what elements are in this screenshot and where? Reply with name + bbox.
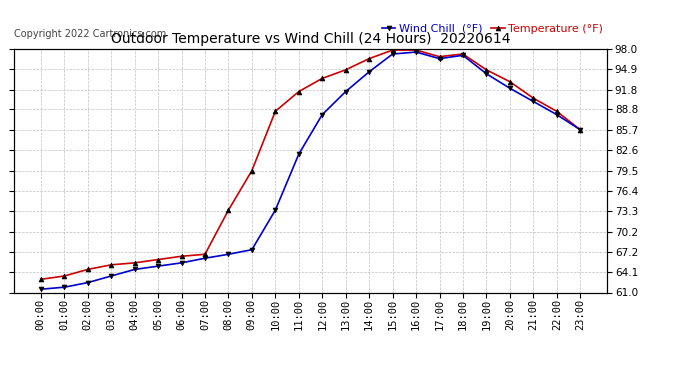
Temperature (°F): [506, 80, 514, 84]
Temperature (°F): [553, 109, 561, 114]
Temperature (°F): [482, 68, 491, 72]
Temperature (°F): [60, 274, 68, 278]
Wind Chill  (°F): [224, 252, 233, 257]
Temperature (°F): [130, 261, 139, 265]
Temperature (°F): [365, 56, 373, 61]
Wind Chill  (°F): [177, 261, 186, 265]
Temperature (°F): [177, 254, 186, 258]
Wind Chill  (°F): [154, 264, 162, 268]
Temperature (°F): [224, 208, 233, 212]
Temperature (°F): [295, 89, 303, 94]
Temperature (°F): [107, 262, 115, 267]
Wind Chill  (°F): [248, 248, 256, 252]
Wind Chill  (°F): [60, 285, 68, 290]
Wind Chill  (°F): [388, 52, 397, 56]
Temperature (°F): [271, 109, 279, 114]
Line: Wind Chill  (°F): Wind Chill (°F): [39, 50, 582, 292]
Temperature (°F): [342, 68, 350, 72]
Temperature (°F): [459, 52, 467, 56]
Wind Chill  (°F): [83, 280, 92, 285]
Temperature (°F): [154, 257, 162, 262]
Temperature (°F): [83, 267, 92, 272]
Wind Chill  (°F): [365, 69, 373, 74]
Temperature (°F): [529, 96, 538, 100]
Text: Copyright 2022 Cartronics.com: Copyright 2022 Cartronics.com: [14, 29, 166, 39]
Wind Chill  (°F): [553, 112, 561, 117]
Wind Chill  (°F): [459, 53, 467, 58]
Wind Chill  (°F): [506, 86, 514, 90]
Wind Chill  (°F): [529, 99, 538, 104]
Temperature (°F): [37, 277, 45, 282]
Temperature (°F): [318, 76, 326, 81]
Wind Chill  (°F): [412, 50, 420, 54]
Temperature (°F): [412, 48, 420, 52]
Wind Chill  (°F): [482, 72, 491, 76]
Wind Chill  (°F): [107, 274, 115, 278]
Wind Chill  (°F): [130, 267, 139, 272]
Wind Chill  (°F): [435, 56, 444, 61]
Temperature (°F): [201, 252, 209, 257]
Wind Chill  (°F): [318, 112, 326, 117]
Temperature (°F): [388, 48, 397, 52]
Title: Outdoor Temperature vs Wind Chill (24 Hours)  20220614: Outdoor Temperature vs Wind Chill (24 Ho…: [111, 32, 510, 46]
Line: Temperature (°F): Temperature (°F): [39, 48, 582, 282]
Wind Chill  (°F): [576, 128, 584, 132]
Legend: Wind Chill  (°F), Temperature (°F): Wind Chill (°F), Temperature (°F): [377, 20, 607, 38]
Temperature (°F): [576, 128, 584, 132]
Temperature (°F): [435, 54, 444, 59]
Wind Chill  (°F): [201, 256, 209, 261]
Wind Chill  (°F): [295, 152, 303, 156]
Temperature (°F): [248, 168, 256, 173]
Wind Chill  (°F): [37, 287, 45, 291]
Wind Chill  (°F): [342, 89, 350, 94]
Wind Chill  (°F): [271, 208, 279, 212]
